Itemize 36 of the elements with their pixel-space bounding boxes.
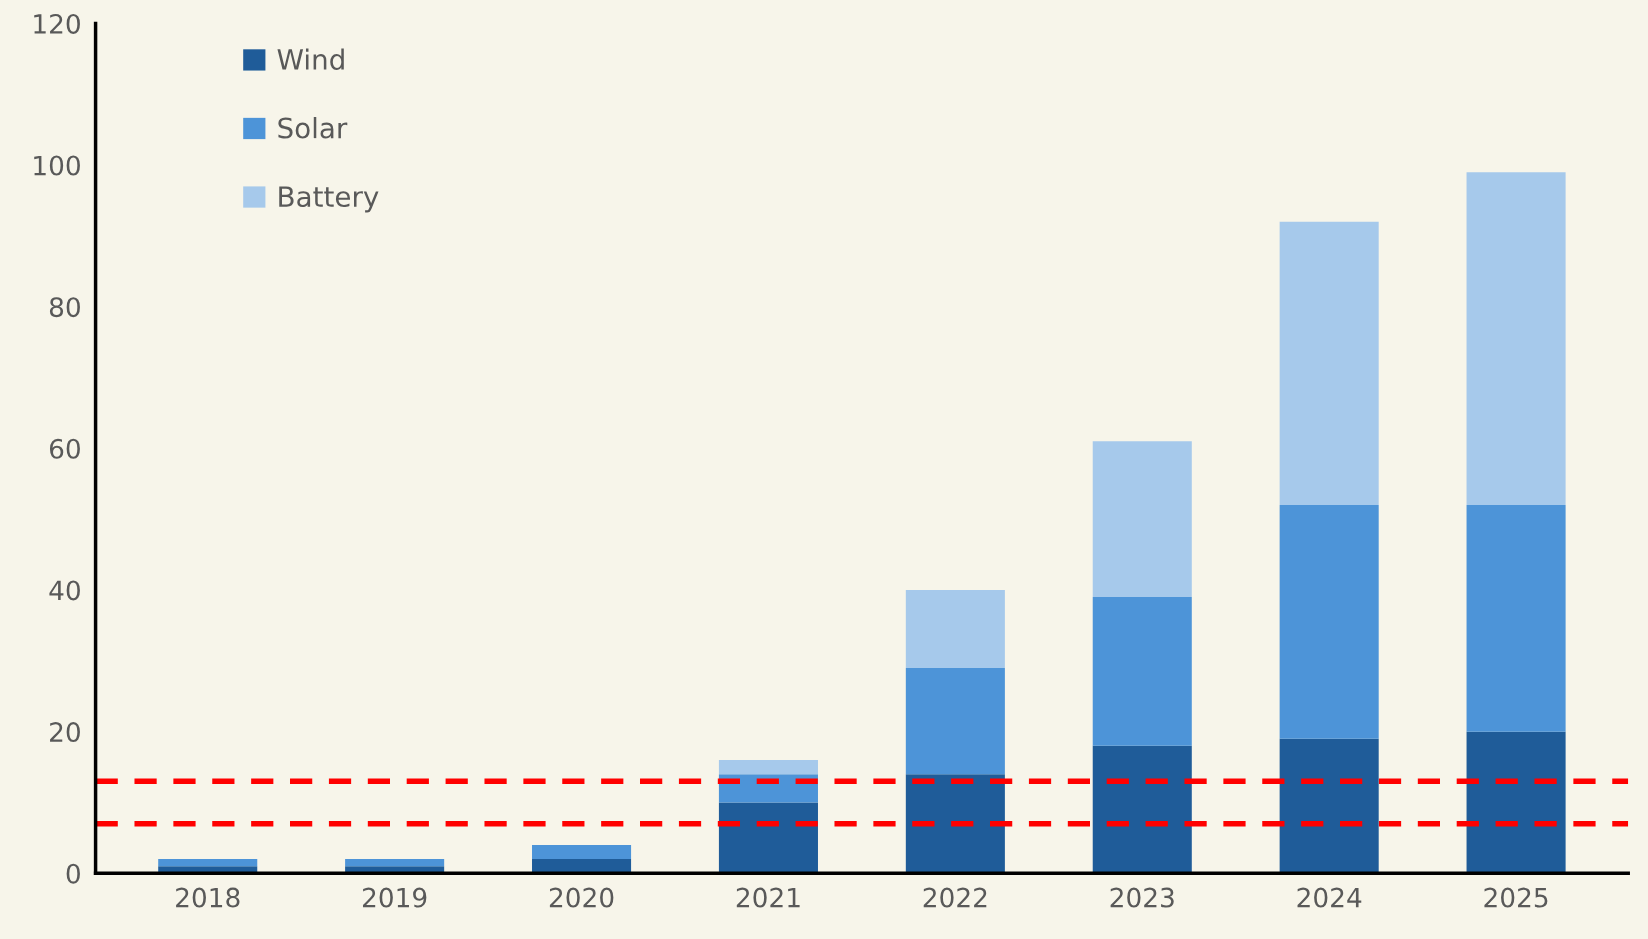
bar xyxy=(158,859,258,867)
x-tick-label: 2024 xyxy=(1297,887,1362,908)
x-tick-label: 2025 xyxy=(1484,887,1548,908)
y-tick-label: 120 xyxy=(34,13,80,34)
bar xyxy=(1092,597,1192,746)
y-tick-label: 20 xyxy=(50,722,80,743)
x-tick-label: 2018 xyxy=(176,887,240,908)
bar xyxy=(1092,441,1192,598)
bar xyxy=(345,859,445,867)
bar xyxy=(1092,745,1192,874)
legend-label: Wind xyxy=(277,48,344,70)
bar xyxy=(532,859,632,874)
bar xyxy=(905,667,1005,775)
y-tick-label: 80 xyxy=(49,297,80,318)
bar xyxy=(1466,731,1566,874)
bar xyxy=(1279,505,1379,739)
bar xyxy=(718,759,818,775)
bar xyxy=(1466,505,1566,732)
legend-label: Solar xyxy=(278,117,348,139)
y-tick-label: 0 xyxy=(66,863,80,884)
x-tick-label: 2021 xyxy=(736,887,800,908)
bar xyxy=(1279,738,1379,874)
y-tick-label: 40 xyxy=(49,580,80,601)
x-tick-label: 2023 xyxy=(1110,887,1174,908)
x-tick-label: 2022 xyxy=(923,887,987,908)
y-tick-label: 60 xyxy=(49,438,80,459)
bar xyxy=(532,844,632,860)
legend-label: Battery xyxy=(279,186,379,213)
x-tick-label: 2020 xyxy=(549,887,614,908)
bar xyxy=(718,802,818,874)
bar xyxy=(905,774,1005,874)
bar xyxy=(905,590,1005,668)
y-tick-label: 100 xyxy=(34,155,80,176)
x-tick-label: 2019 xyxy=(362,887,427,908)
bar xyxy=(1279,221,1379,506)
bar xyxy=(1466,172,1566,506)
